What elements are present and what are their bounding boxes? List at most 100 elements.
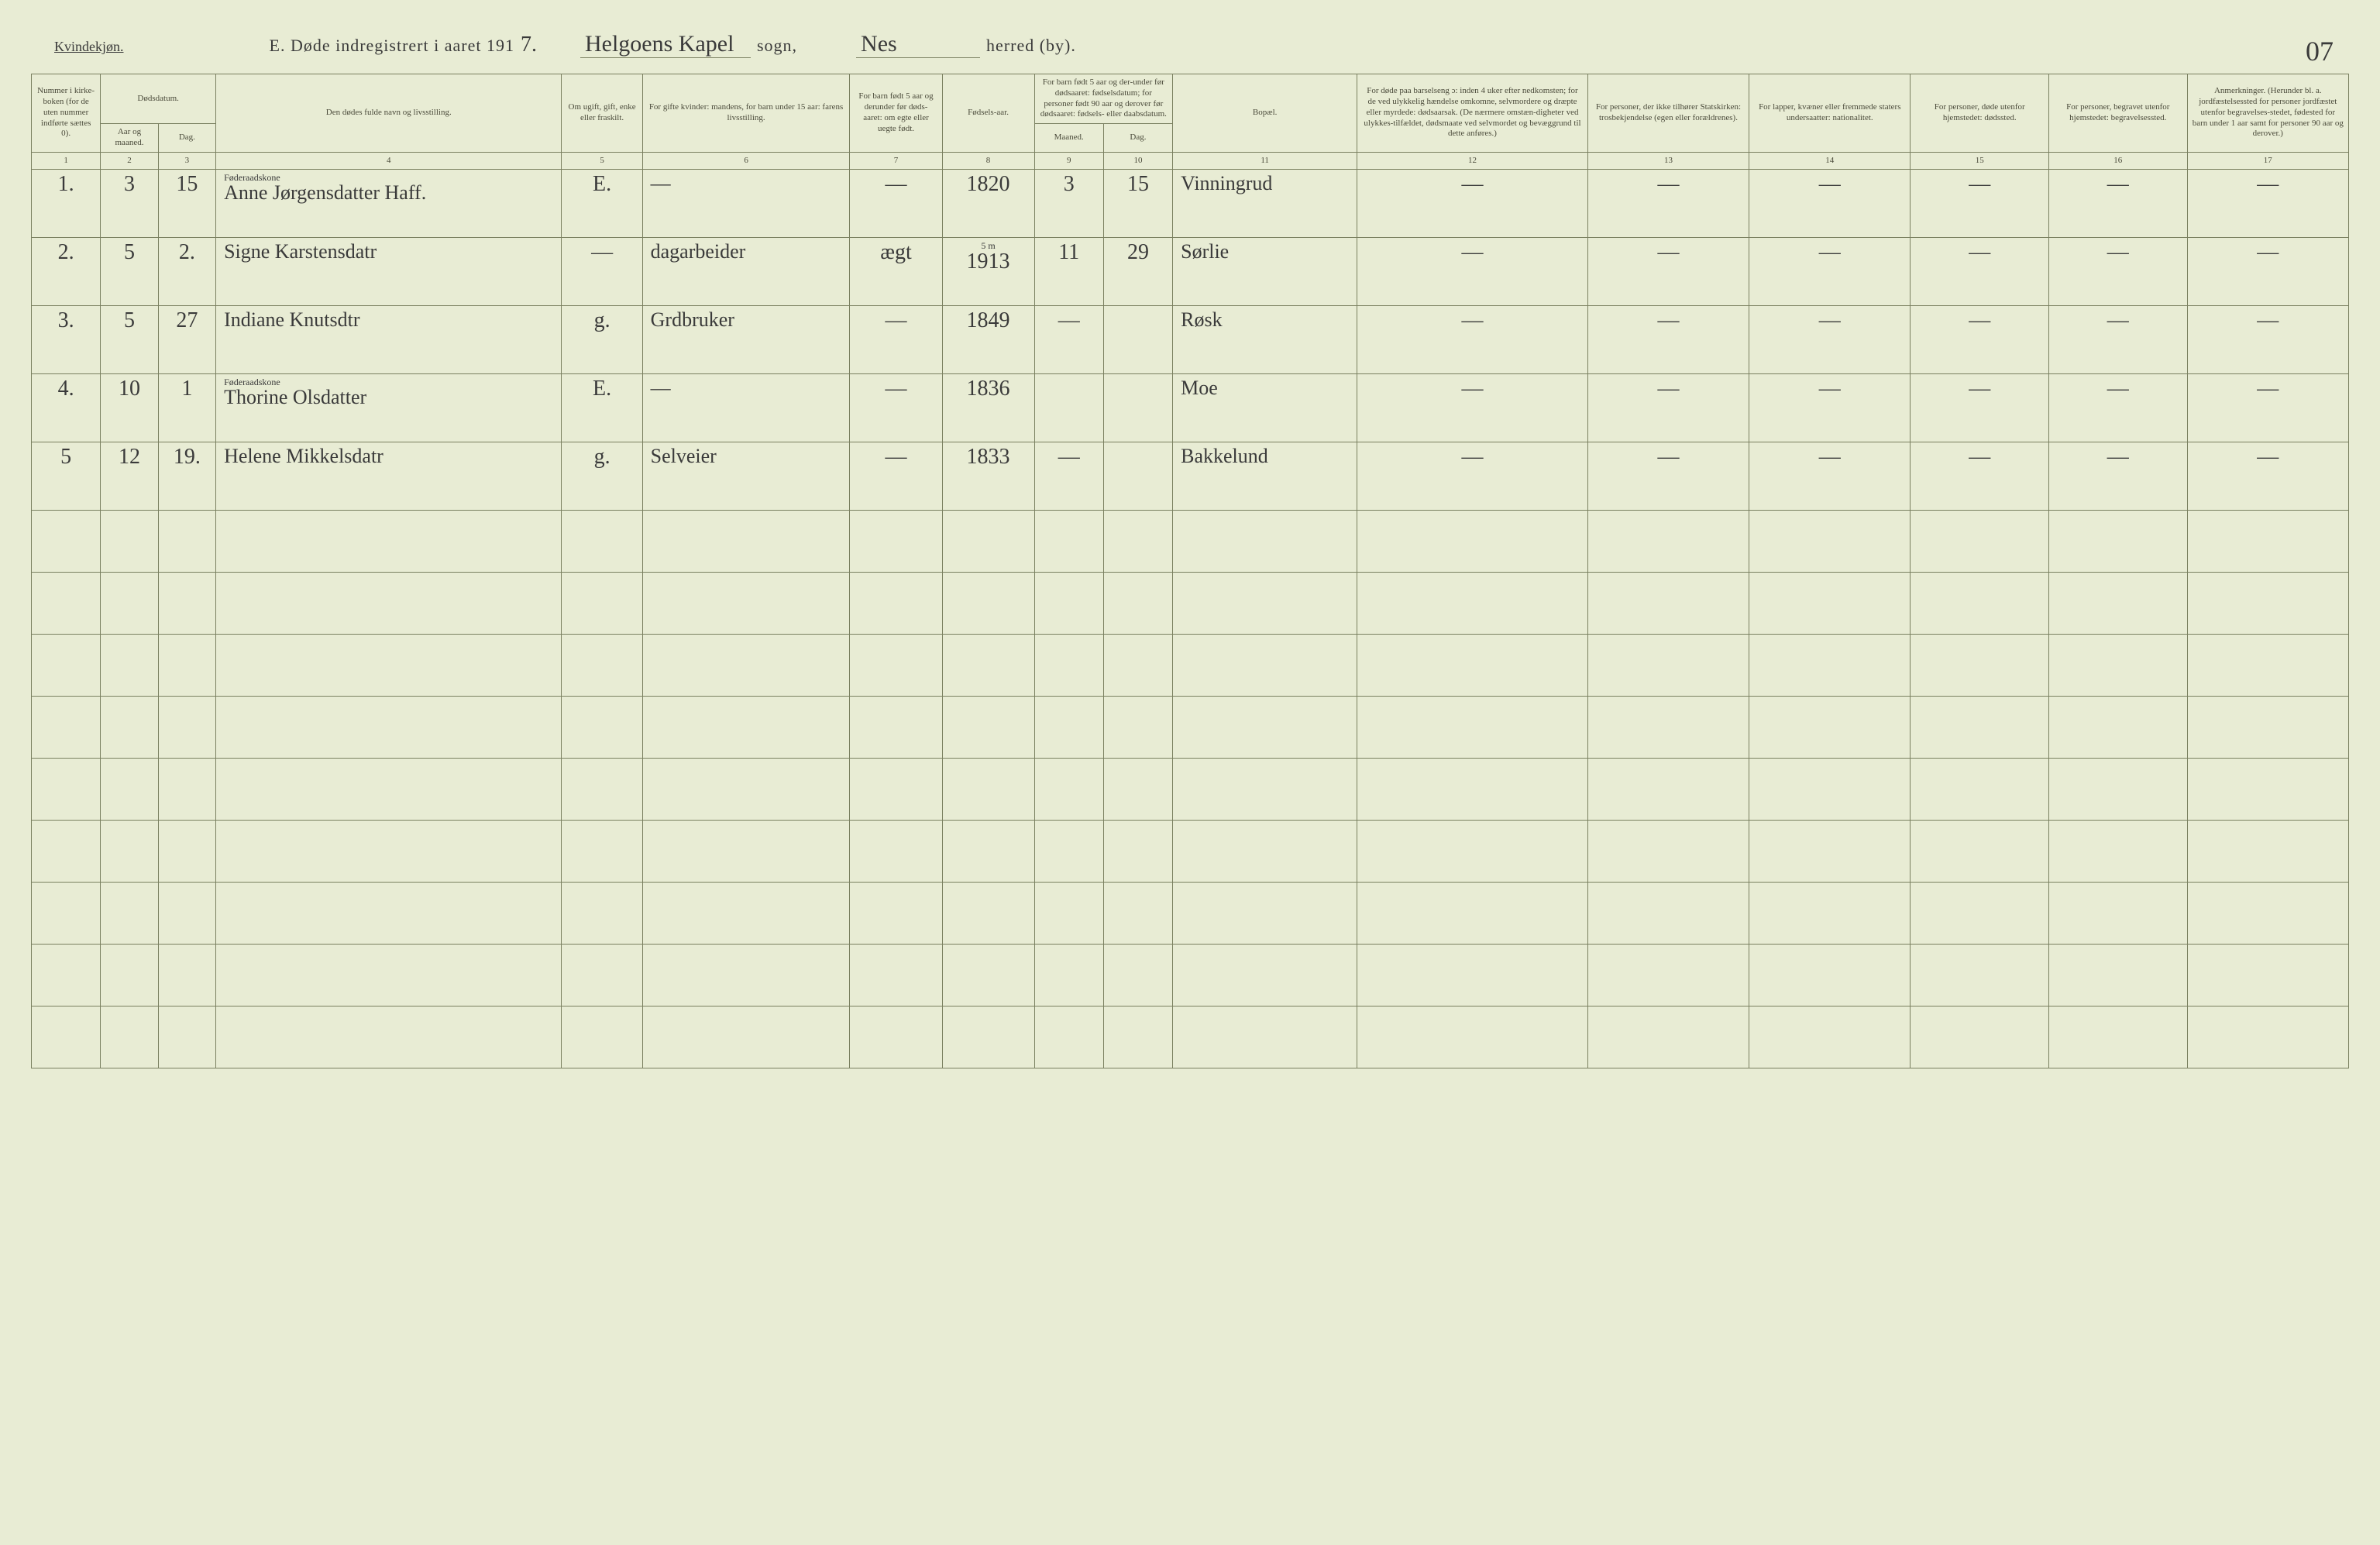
empty-cell xyxy=(1034,821,1103,883)
empty-cell xyxy=(1103,821,1172,883)
table-cell: — xyxy=(1357,238,1588,306)
empty-row xyxy=(32,1006,2349,1068)
table-row: 3.527Indiane Knutsdtrg.Grdbruker—1849—Rø… xyxy=(32,306,2349,374)
name-cell: FøderaadskoneThorine Olsdatter xyxy=(216,374,562,442)
year-suffix: 7. xyxy=(521,33,537,57)
empty-cell xyxy=(1911,511,2049,573)
name-text: Signe Karstensdatr xyxy=(224,240,377,263)
empty-cell xyxy=(158,1006,215,1068)
empty-cell xyxy=(562,945,642,1006)
empty-cell xyxy=(216,697,562,759)
birth-year-cell: 1849 xyxy=(942,306,1034,374)
empty-cell xyxy=(1749,883,1911,945)
empty-cell xyxy=(2187,759,2348,821)
empty-row xyxy=(32,697,2349,759)
table-row: 51219.Helene Mikkelsdatrg.Selveier—1833—… xyxy=(32,442,2349,511)
column-number-row: 1234567891011121314151617 xyxy=(32,152,2349,170)
empty-cell xyxy=(158,883,215,945)
table-cell: — xyxy=(1587,238,1749,306)
empty-cell xyxy=(1911,945,2049,1006)
empty-cell xyxy=(2187,635,2348,697)
table-cell: — xyxy=(850,306,942,374)
table-cell: — xyxy=(1749,238,1911,306)
empty-cell xyxy=(1103,697,1172,759)
table-body: 1.315FøderaadskoneAnne Jørgensdatter Haf… xyxy=(32,170,2349,1068)
table-cell: Bakkelund xyxy=(1173,442,1357,511)
empty-cell xyxy=(32,759,101,821)
empty-cell xyxy=(158,573,215,635)
empty-cell xyxy=(158,821,215,883)
col-header-9: Maaned. xyxy=(1034,124,1103,153)
table-cell: — xyxy=(2049,442,2188,511)
empty-cell xyxy=(1749,511,1911,573)
col-number: 13 xyxy=(1587,152,1749,170)
empty-cell xyxy=(32,573,101,635)
col-header-12: For døde paa barselseng ɔ: inden 4 uker … xyxy=(1357,74,1588,153)
empty-cell xyxy=(1103,759,1172,821)
empty-cell xyxy=(1911,821,2049,883)
table-cell: Selveier xyxy=(642,442,850,511)
table-cell xyxy=(1103,306,1172,374)
empty-cell xyxy=(1103,883,1172,945)
empty-cell xyxy=(1587,821,1749,883)
empty-cell xyxy=(850,945,942,1006)
empty-cell xyxy=(158,945,215,1006)
gender-label: Kvindekjøn. xyxy=(54,39,124,55)
table-cell: g. xyxy=(562,306,642,374)
table-cell: — xyxy=(1911,238,2049,306)
empty-cell xyxy=(562,511,642,573)
table-cell: 10 xyxy=(101,374,158,442)
empty-cell xyxy=(1587,697,1749,759)
table-cell: — xyxy=(1911,374,2049,442)
table-cell: — xyxy=(1357,306,1588,374)
table-cell: — xyxy=(642,170,850,238)
table-cell: — xyxy=(850,374,942,442)
name-text: Thorine Olsdatter xyxy=(224,386,366,408)
empty-cell xyxy=(1587,759,1749,821)
table-cell: E. xyxy=(562,170,642,238)
table-cell: — xyxy=(2049,170,2188,238)
table-cell: — xyxy=(1357,374,1588,442)
table-cell: 15 xyxy=(1103,170,1172,238)
name-text: Indiane Knutsdtr xyxy=(224,308,359,331)
table-cell: — xyxy=(1357,170,1588,238)
empty-row xyxy=(32,759,2349,821)
empty-cell xyxy=(1173,759,1357,821)
table-cell: 5 xyxy=(101,238,158,306)
parish-handwritten: Helgoens Kapel xyxy=(580,31,751,58)
empty-cell xyxy=(158,759,215,821)
empty-cell xyxy=(2049,883,2188,945)
empty-cell xyxy=(216,1006,562,1068)
empty-cell xyxy=(642,883,850,945)
table-cell: — xyxy=(1034,442,1103,511)
table-cell: — xyxy=(2187,374,2348,442)
col-number: 9 xyxy=(1034,152,1103,170)
table-cell: 29 xyxy=(1103,238,1172,306)
table-cell: ægt xyxy=(850,238,942,306)
col-number: 16 xyxy=(2049,152,2188,170)
table-cell xyxy=(1034,374,1103,442)
empty-cell xyxy=(2049,635,2188,697)
empty-cell xyxy=(1034,883,1103,945)
empty-cell xyxy=(216,635,562,697)
empty-cell xyxy=(2187,1006,2348,1068)
empty-cell xyxy=(1749,945,1911,1006)
empty-cell xyxy=(1173,945,1357,1006)
name-cell: Signe Karstensdatr xyxy=(216,238,562,306)
table-cell: — xyxy=(2049,374,2188,442)
empty-cell xyxy=(942,697,1034,759)
empty-cell xyxy=(1357,511,1588,573)
empty-cell xyxy=(1587,511,1749,573)
empty-cell xyxy=(101,883,158,945)
empty-row xyxy=(32,883,2349,945)
empty-cell xyxy=(1103,635,1172,697)
empty-cell xyxy=(2187,945,2348,1006)
col-header-15: For personer, døde utenfor hjemstedet: d… xyxy=(1911,74,2049,153)
empty-cell xyxy=(1103,511,1172,573)
col-header-13: For personer, der ikke tilhører Statskir… xyxy=(1587,74,1749,153)
col-header-6: For gifte kvinder: mandens, for barn und… xyxy=(642,74,850,153)
empty-cell xyxy=(1357,635,1588,697)
empty-cell xyxy=(942,573,1034,635)
empty-cell xyxy=(642,697,850,759)
empty-cell xyxy=(2187,697,2348,759)
